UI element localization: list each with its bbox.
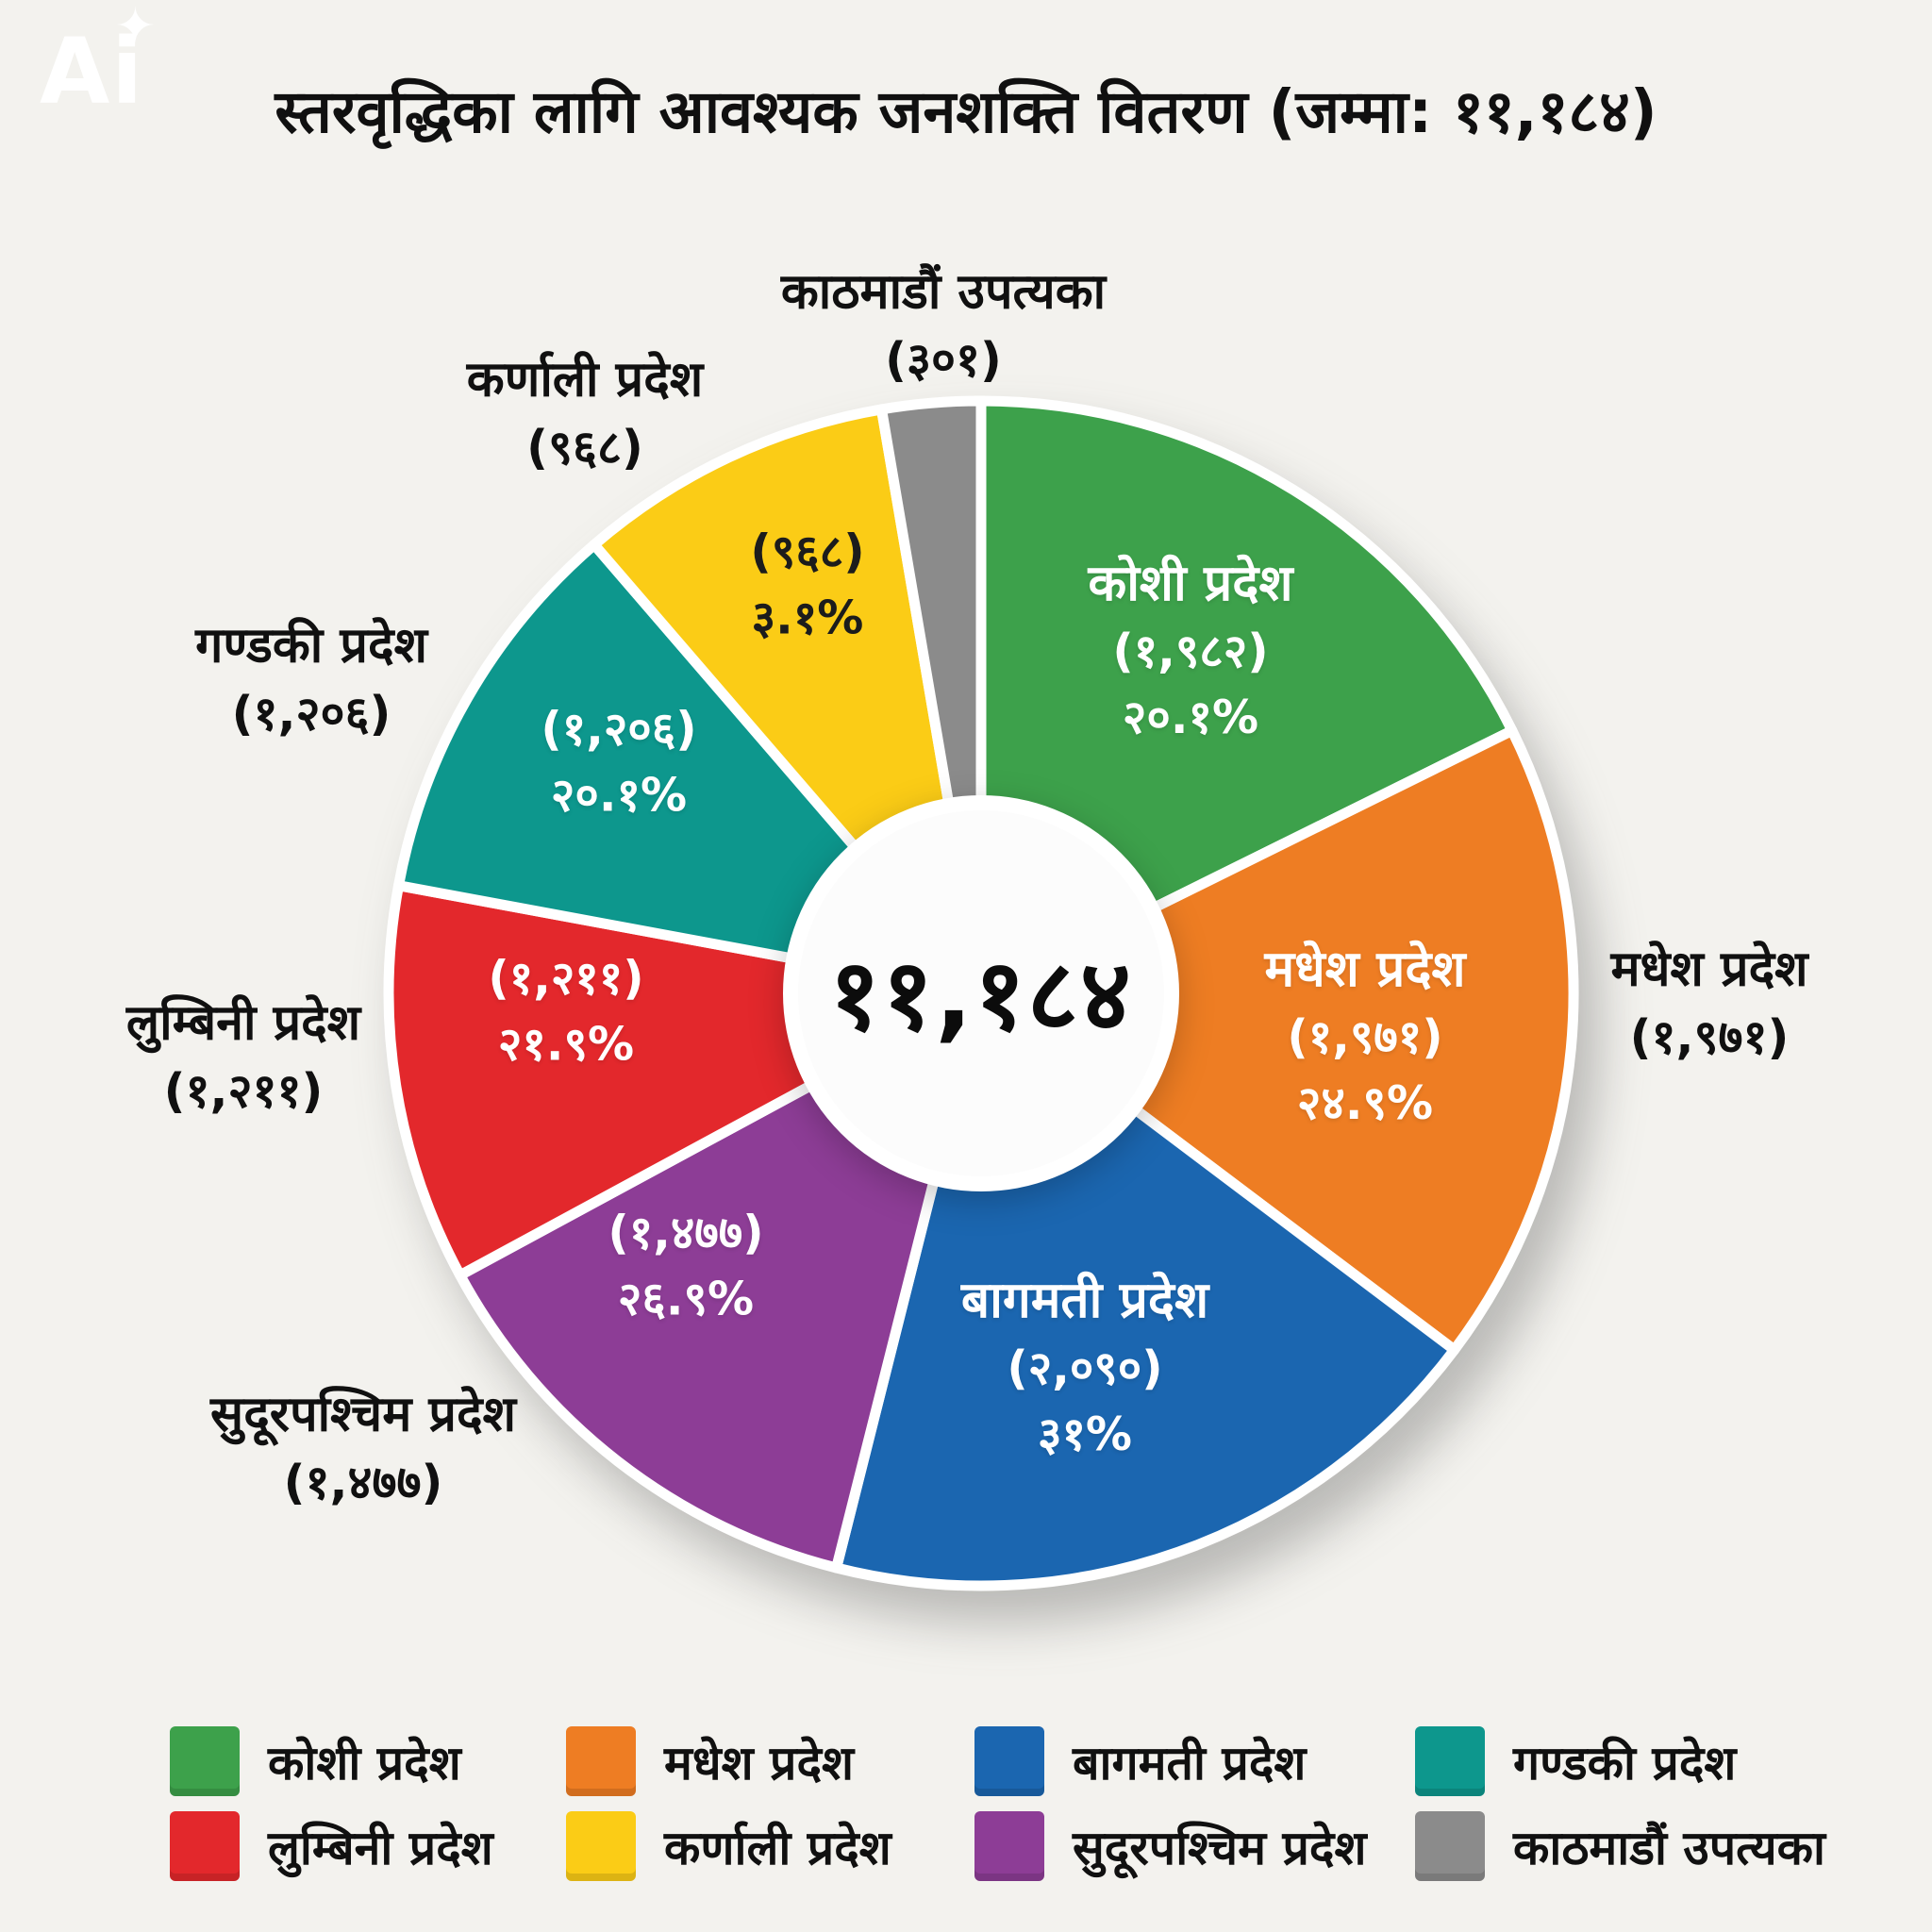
legend-label: गण्डकी प्रदेश bbox=[1513, 1736, 1737, 1790]
pie-slice-madhesh bbox=[975, 725, 1579, 1356]
legend-label: सुदूरपश्चिम प्रदेश bbox=[1073, 1821, 1367, 1875]
ai-watermark-text: Ai bbox=[40, 19, 145, 125]
legend-swatch bbox=[974, 1811, 1044, 1881]
pie-slice-koshi bbox=[975, 395, 1518, 999]
legend-swatch bbox=[566, 1726, 636, 1796]
legend-item-1-0: लुम्बिनी प्रदेश bbox=[170, 1811, 493, 1881]
legend-swatch bbox=[566, 1811, 636, 1881]
legend-label: कर्णाली प्रदेश bbox=[664, 1821, 891, 1875]
chart-title: स्तरवृद्धिका लागि आवश्यक जनशक्ति वितरण (… bbox=[275, 77, 1657, 146]
legend-swatch bbox=[170, 1726, 240, 1796]
sparkle-icon: ✦ bbox=[114, 0, 158, 55]
legend-item-0-1: मधेश प्रदेश bbox=[566, 1726, 854, 1796]
legend-label: कोशी प्रदेश bbox=[268, 1736, 461, 1790]
legend-item-1-2: सुदूरपश्चिम प्रदेश bbox=[974, 1811, 1366, 1881]
legend-swatch bbox=[170, 1811, 240, 1881]
legend-item-0-3: गण्डकी प्रदेश bbox=[1415, 1726, 1736, 1796]
legend-item-0-2: बागमती प्रदेश bbox=[974, 1726, 1306, 1796]
ai-watermark: Ai ✦ bbox=[40, 2, 156, 117]
legend-item-0-0: कोशी प्रदेश bbox=[170, 1726, 461, 1796]
legend-label: काठमाडौं उपत्यका bbox=[1513, 1821, 1826, 1875]
legend-swatch bbox=[1415, 1726, 1485, 1796]
legend-swatch bbox=[1415, 1811, 1485, 1881]
legend-item-1-1: कर्णाली प्रदेश bbox=[566, 1811, 891, 1881]
legend-item-1-3: काठमाडौं उपत्यका bbox=[1415, 1811, 1825, 1881]
legend-swatch bbox=[974, 1726, 1044, 1796]
legend-label: लुम्बिनी प्रदेश bbox=[268, 1821, 493, 1875]
legend-label: बागमती प्रदेश bbox=[1073, 1736, 1307, 1790]
pie-center-hole bbox=[783, 795, 1179, 1191]
legend-label: मधेश प्रदेश bbox=[664, 1736, 855, 1790]
